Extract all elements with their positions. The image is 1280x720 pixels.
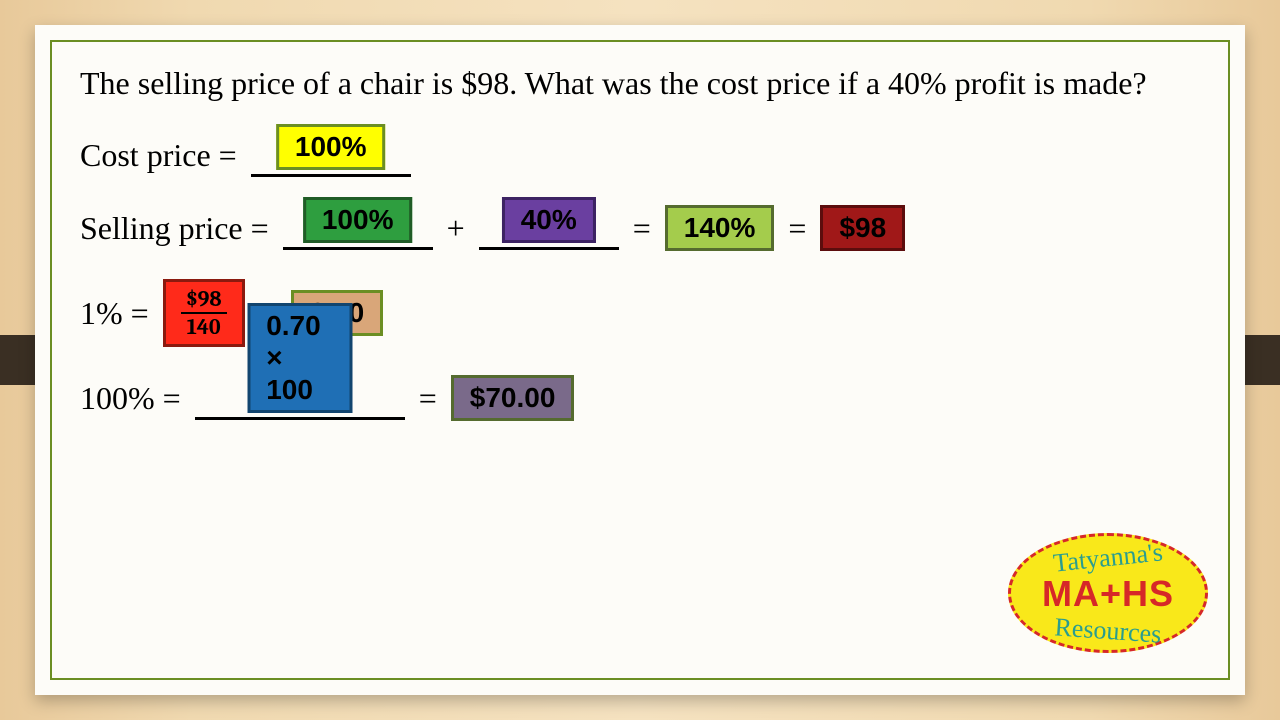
selling-box-1: 100%	[303, 197, 413, 243]
hundredpct-box: 0.70 × 100	[247, 303, 352, 413]
logo-mid: MA+HS	[998, 573, 1218, 615]
hundredpct-label: 100% =	[80, 380, 181, 417]
logo: Tatyanna's MA+HS Resources	[998, 518, 1218, 668]
selling-blank-1: 100%	[283, 206, 433, 250]
plus-sign: +	[447, 210, 465, 247]
cost-box: 100%	[276, 124, 386, 170]
onepct-label: 1% =	[80, 295, 149, 332]
slide-border: The selling price of a chair is $98. Wha…	[50, 40, 1230, 680]
hundred-percent-line: 100% = 0.70 × 100 = $70.00	[80, 375, 1200, 421]
onepct-frac-box: $98 140	[163, 279, 245, 347]
eq-sign-1: =	[633, 210, 651, 247]
selling-blank-2: 40%	[479, 206, 619, 250]
cost-blank: 100%	[251, 133, 411, 177]
slide-card: The selling price of a chair is $98. Wha…	[35, 25, 1245, 695]
hundredpct-blank: 0.70 × 100	[195, 376, 405, 420]
cost-price-line: Cost price = 100%	[80, 133, 1200, 177]
frac-num: $98	[180, 288, 228, 312]
fraction: $98 140	[180, 288, 228, 338]
selling-label: Selling price =	[80, 210, 269, 247]
selling-price-line: Selling price = 100% + 40% = 140% = $98	[80, 205, 1200, 251]
clip-left	[0, 335, 40, 385]
cost-label: Cost price =	[80, 137, 237, 174]
frac-den: 140	[181, 312, 227, 338]
eq-sign-2: =	[788, 210, 806, 247]
clip-right	[1240, 335, 1280, 385]
selling-box-2: 40%	[502, 197, 596, 243]
hundredpct-eq: =	[419, 380, 437, 417]
hundredpct-result: $70.00	[451, 375, 575, 421]
selling-result-1: 140%	[665, 205, 775, 251]
selling-result-2: $98	[820, 205, 905, 251]
question-text: The selling price of a chair is $98. Wha…	[80, 62, 1200, 105]
